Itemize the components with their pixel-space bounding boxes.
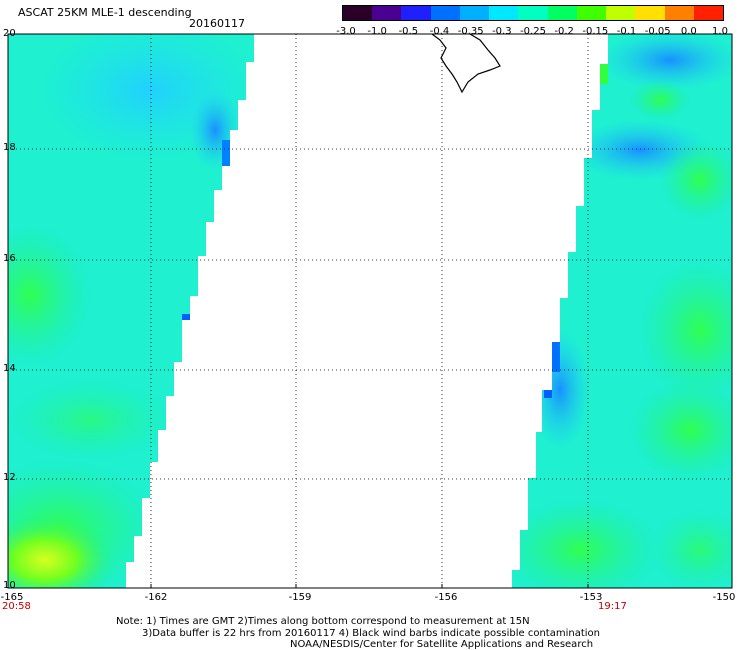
lat-label: 20 (3, 28, 16, 39)
map-date: 20160117 (189, 17, 245, 30)
colorbar-segment (547, 6, 577, 20)
grid-lines (8, 34, 732, 588)
colorbar-label: -1.0 (367, 26, 387, 37)
time-left: 20:58 (2, 601, 31, 612)
lat-label: 18 (3, 142, 16, 153)
colorbar-label: -0.4 (429, 26, 450, 37)
lon-label: -162 (144, 592, 168, 603)
colorbar-label: -3.0 (336, 26, 356, 37)
lon-label: -156 (434, 592, 458, 603)
colorbar-label: -0.5 (398, 26, 419, 37)
note-line-2: 3)Data buffer is 22 hrs from 20160117 4)… (142, 628, 600, 639)
colorbar-segment (606, 6, 636, 20)
colorbar-label: -0.25 (520, 26, 546, 37)
colorbar-label: -0.05 (644, 26, 671, 37)
island-outline (431, 33, 501, 94)
colorbar-label: 1.0 (712, 26, 728, 37)
colorbar-segment (372, 6, 402, 20)
colorbar-label: 0.0 (680, 26, 697, 37)
lon-label: -153 (579, 592, 603, 603)
colorbar-segment (489, 6, 519, 20)
right-swath (512, 34, 732, 588)
lon-label: -150 (712, 592, 736, 603)
colorbar-segment (664, 6, 694, 20)
colorbar-label: -0.2 (554, 26, 574, 37)
lat-label: 16 (3, 253, 16, 264)
colorbar-segment (576, 6, 607, 20)
time-right: 19:17 (598, 601, 627, 612)
note-line-3: NOAA/NESDIS/Center for Satellite Applica… (290, 639, 594, 650)
colorbar-label: -0.3 (492, 26, 512, 37)
colorbar-segment (343, 6, 373, 20)
colorbar-segment (518, 6, 548, 20)
colorbar-label: -0.15 (582, 26, 609, 37)
colorbar-segment (635, 6, 665, 20)
lat-label: 14 (3, 363, 16, 374)
plot-frame (7, 33, 733, 589)
colorbar-label: -0.35 (457, 26, 484, 37)
colorbar-segment (401, 6, 431, 20)
note-line-1: Note: 1) Times are GMT 2)Times along bot… (116, 616, 530, 627)
lon-label: -159 (288, 592, 312, 603)
colorbar-segment (459, 6, 490, 20)
colorbar-segment (430, 6, 460, 20)
lat-label: 12 (3, 472, 16, 483)
map-title: ASCAT 25KM MLE-1 descending (18, 6, 192, 19)
colorbar (342, 5, 724, 21)
colorbar-label: -0.1 (616, 26, 637, 37)
lat-label: 10 (3, 580, 16, 591)
left-swath (8, 34, 254, 588)
lon-label: -165 (0, 592, 24, 603)
colorbar-segment (693, 6, 724, 20)
